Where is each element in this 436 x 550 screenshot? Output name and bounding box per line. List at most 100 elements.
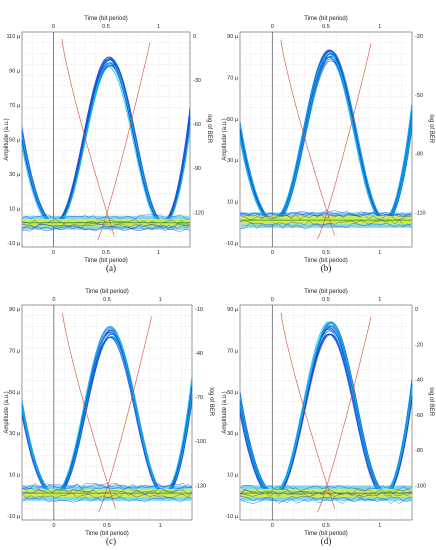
y-tick-label-left: 30 µ [9, 431, 21, 437]
panel-b: (b) 0 0 0.5 0.5 1 1 Time (bit period) Time (bit… [222, 16, 434, 273]
panel-d: (d) 0 0 0.5 0.5 1 1 Time (bit period) Time (bit… [222, 289, 434, 546]
y-tick-label-right: -90 [193, 166, 201, 172]
x-tick-label-bottom: 0 [52, 523, 55, 529]
x-axis-title-top: Time (bit period) [85, 289, 128, 295]
grid [22, 305, 192, 520]
noise-trace [21, 492, 193, 499]
x-axis-title-top: Time (bit period) [304, 16, 347, 22]
y-tick-label-left: 30 µ [9, 172, 21, 178]
ber-curve-right [317, 316, 372, 513]
y-tick-label-left: 10 µ [227, 473, 239, 479]
y-axis-title-left: Amplitude (a.u.) [222, 118, 228, 160]
x-axis-title-bottom: Time (bit period) [85, 531, 128, 537]
x-tick-label-bottom: 0.5 [322, 523, 330, 529]
y-tick-label-right: -40 [415, 378, 423, 384]
y-tick-label-right: -80 [415, 152, 423, 158]
x-axis-title-bottom: Time (bit period) [304, 258, 347, 264]
y-tick-label-left: 10 µ [9, 207, 21, 213]
x-tick-label-bottom: 1 [378, 250, 381, 256]
y-tick-label-left: 10 µ [227, 200, 239, 206]
y-tick-label-left: -10 µ [225, 514, 238, 520]
y-tick-label-right: -20 [415, 342, 423, 348]
ber-curve-left [280, 39, 335, 236]
x-tick-label-bottom: 0 [52, 250, 55, 256]
y-tick-label-right: -100 [195, 439, 206, 445]
panel-c: (c) 0 0 0.5 0.5 1 1 Time (bit period) Time (bit… [4, 289, 214, 546]
y-axis-title-right: log of BER [428, 387, 434, 416]
noise-trace [21, 482, 193, 489]
y-tick-label-right: -50 [415, 93, 423, 99]
y-tick-label-left: 90 µ [9, 307, 21, 313]
y-tick-label-right: -30 [193, 78, 201, 84]
noise-trace [239, 495, 413, 502]
chart-3: 0 0 0.5 0.5 1 1 Time (bit period) Time (bit per… [4, 289, 214, 537]
noise-trace [21, 224, 191, 231]
noise-traces [21, 482, 193, 503]
y-tick-label-left: 110 µ [7, 34, 21, 40]
noise-trace [239, 210, 413, 217]
ber-curve-right [317, 43, 372, 240]
x-tick-label-top: 1 [157, 24, 160, 30]
y-axis-title-right: log of BER [428, 114, 434, 143]
x-tick-label-bottom: 1 [157, 250, 160, 256]
ber-curve-right [98, 316, 152, 513]
x-tick-label-top: 0 [271, 297, 274, 303]
y-axis-title-right: log of BER [208, 387, 214, 416]
y-tick-label-right: -10 [195, 307, 203, 313]
chart-2: 0 0 0.5 0.5 1 1 Time (bit period) Time (bit per… [222, 16, 434, 264]
x-tick-label-top: 0.5 [102, 24, 110, 30]
noise-trace [239, 497, 413, 504]
y-tick-label-left: 50 µ [9, 138, 21, 144]
x-axis-title-top: Time (bit period) [84, 16, 127, 22]
y-tick-label-right: -100 [415, 483, 426, 489]
y-tick-label-right: -20 [415, 34, 423, 40]
y-tick-label-left: 50 µ [9, 390, 21, 396]
x-tick-label-bottom: 0.5 [322, 250, 330, 256]
y-tick-label-left: 50 µ [227, 117, 239, 123]
y-tick-label-left: 10 µ [9, 473, 21, 479]
x-tick-label-top: 0.5 [103, 297, 111, 303]
noise-trace [21, 223, 191, 229]
x-tick-label-top: 1 [378, 297, 381, 303]
y-tick-label-right: -80 [415, 448, 423, 454]
panel-a: (a) 0 0 0.5 0.5 1 1 Time (bit period) Time (bit… [4, 16, 212, 273]
caption-a: (a) [106, 263, 116, 273]
y-tick-label-right: -110 [415, 210, 426, 216]
y-tick-label-right: 0 [415, 307, 418, 313]
y-axis-title-right: log of BER [206, 114, 212, 143]
caption-c: (c) [106, 536, 116, 546]
y-tick-label-right: -120 [193, 210, 204, 216]
caption-d: (d) [321, 536, 332, 546]
y-tick-label-left: 30 µ [227, 158, 239, 164]
noise-traces [239, 210, 413, 230]
ber-curve-left [61, 38, 115, 237]
noise-trace [239, 211, 412, 218]
y-tick-label-left: 30 µ [227, 431, 239, 437]
y-axis-title-left: Amplitude (a.u.) [4, 118, 10, 160]
caption-b: (b) [321, 263, 332, 273]
chart-1: 0 0 0.5 0.5 1 1 Time (bit period) Time (bit per… [4, 16, 212, 264]
x-axis-title-bottom: Time (bit period) [304, 531, 347, 537]
x-axis-title-bottom: Time (bit period) [84, 258, 127, 264]
y-tick-label-left: 90 µ [9, 69, 21, 75]
ber-curve-left [62, 312, 116, 509]
y-tick-label-right: -60 [415, 413, 423, 419]
y-tick-label-left: -10 µ [225, 241, 238, 247]
y-tick-label-left: -10 µ [7, 241, 20, 247]
x-axis-title-top: Time (bit period) [304, 289, 347, 295]
plot-frame [239, 31, 413, 248]
y-tick-label-right: 0 [193, 34, 196, 40]
x-tick-label-top: 0.5 [322, 24, 330, 30]
x-tick-label-bottom: 1 [159, 523, 162, 529]
noise-traces [21, 214, 191, 232]
x-tick-label-top: 0 [52, 297, 55, 303]
noise-trace [21, 223, 191, 229]
y-tick-label-right: -40 [195, 351, 203, 357]
noise-trace [21, 225, 191, 232]
plot-frame [239, 304, 413, 521]
x-tick-label-top: 0 [271, 24, 274, 30]
x-tick-label-bottom: 0 [271, 250, 274, 256]
noise-trace [21, 486, 193, 493]
ber-curve-right [97, 42, 151, 241]
